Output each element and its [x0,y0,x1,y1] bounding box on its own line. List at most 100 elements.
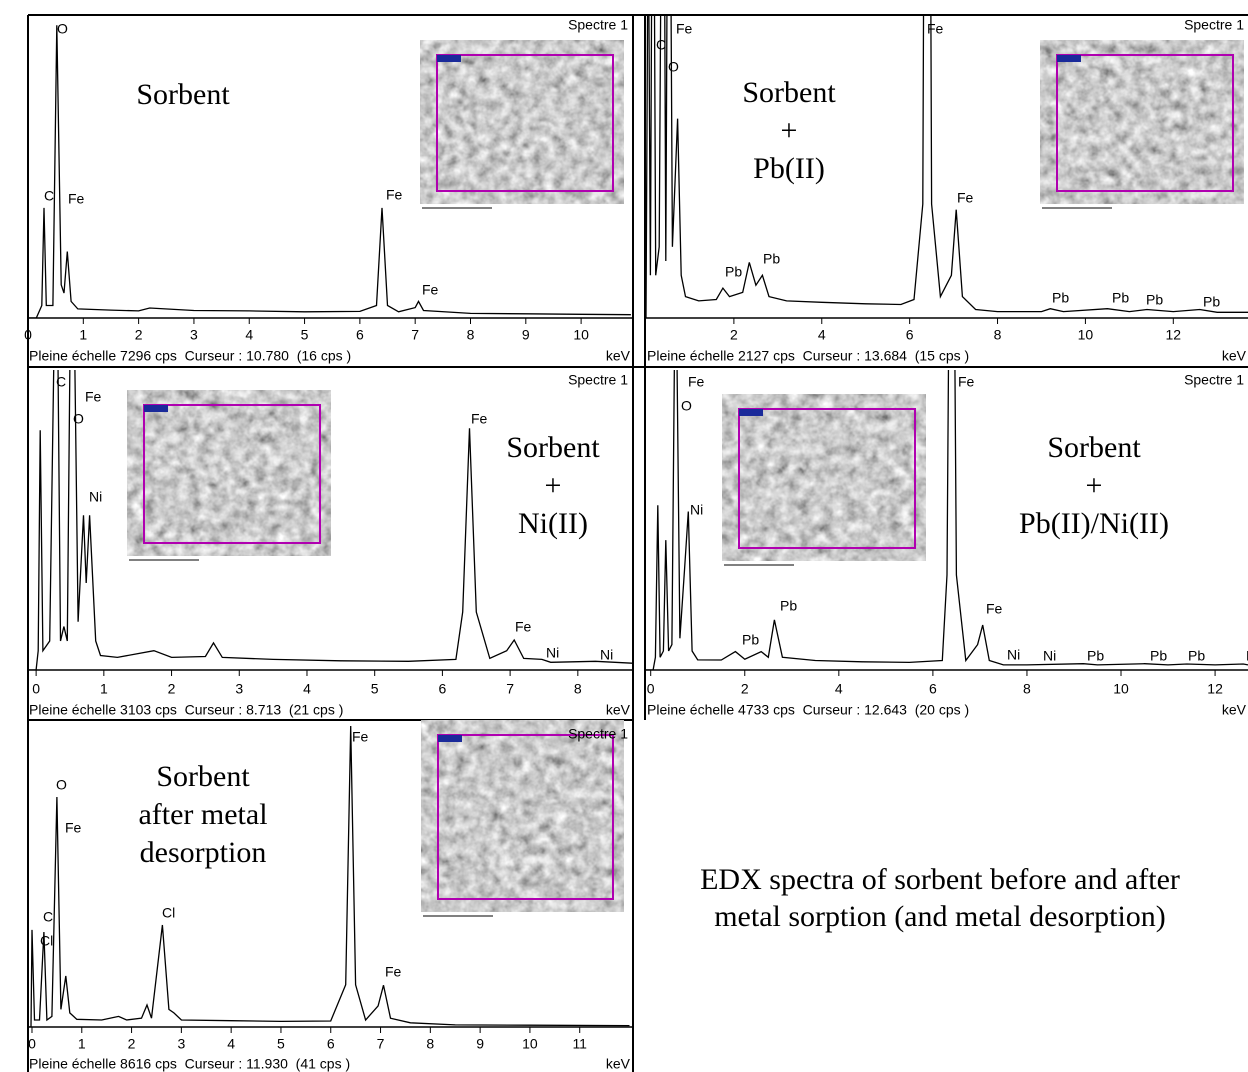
footer-info: Pleine échelle 7296 cps Curseur : 10.780… [29,348,351,364]
peak-label: Pb [1246,648,1248,664]
sample-label: Sorbent [136,78,230,111]
peak-label: O [57,21,68,37]
peak-label: C [44,188,54,204]
x-tick-label: 4 [303,681,311,697]
peak-label: Fe [688,374,705,390]
peak-label: Fe [385,964,402,980]
sem-region-box [437,734,614,900]
sem-caption-strip [722,561,926,575]
x-tick-label: 10 [1113,681,1129,697]
x-tick-label: 12 [1207,681,1223,697]
x-tick-label: 0 [24,327,32,343]
x-axis-label: keV [606,1056,631,1072]
peak-label: Fe [386,187,403,203]
sample-label: Sorbent [506,431,600,464]
x-tick-label: 1 [78,1036,86,1052]
sem-image [1040,40,1244,204]
x-tick-label: 10 [1078,327,1094,343]
spectrum-panel: 0 1 2 3 4 5 6 7 8 Spectre 1 Pleine échelle 3103 cp… [28,370,632,718]
peak-label: Ni [1007,647,1020,663]
footer-info: Pleine échelle 2127 cps Curseur : 13.684… [647,348,969,364]
spectrum-line [28,725,630,1027]
x-axis-label: keV [1222,702,1247,718]
x-tick-label: 6 [929,681,937,697]
sample-label: Ni(II) [518,507,588,540]
peak-label: Fe [471,411,488,427]
x-tick-label: 5 [301,327,309,343]
sem-region-box [143,404,321,544]
sample-label: desorption [140,836,267,869]
x-tick-label: 1 [100,681,108,697]
peak-label: Ni [1043,648,1056,664]
sample-label: + [1086,469,1103,502]
peak-label: O [56,777,67,793]
x-tick-label: 6 [906,327,914,343]
peak-label: Ni [600,647,613,663]
peak-label: Fe [85,389,102,405]
x-tick-label: 2 [128,1036,136,1052]
x-tick-label: 11 [572,1036,587,1052]
sem-region-box [1056,54,1234,192]
peak-label: Fe [68,191,85,207]
footer-info: Pleine échelle 3103 cps Curseur : 8.713 … [29,702,343,718]
sem-image [127,390,331,556]
caption: metal sorption (and metal desorption) [714,900,1166,933]
x-tick-label: 8 [1023,681,1031,697]
sem-region-box [436,54,614,192]
spectrum-header: Spectre 1 [568,17,628,33]
peak-label: Pb [1146,292,1163,308]
x-tick-label: 7 [377,1036,385,1052]
peak-label: Pb [1203,294,1220,310]
peak-label: Ni [546,645,559,661]
caption: EDX spectra of sorbent before and after [700,863,1180,896]
x-tick-label: 3 [177,1036,185,1052]
peak-label: Ni [89,489,102,505]
peak-label: C [656,37,666,53]
x-tick-label: 10 [522,1036,538,1052]
sem-caption-strip [1040,204,1244,218]
sample-label: after metal [138,798,267,831]
peak-label: Fe [676,21,693,37]
x-tick-label: 2 [741,681,749,697]
sample-label: Pb(II) [753,152,825,185]
peak-label: Cl [162,905,175,921]
peak-label: Fe [422,282,439,298]
x-tick-label: 4 [818,327,826,343]
x-tick-label: 3 [235,681,243,697]
spectrum-header: Spectre 1 [1184,17,1244,33]
sem-caption-strip [421,912,624,926]
x-axis-label: keV [606,348,631,364]
x-tick-label: 2 [730,327,738,343]
spectrum-panel: 0 1 2 3 4 5 6 7 8 9 10 11 Spectre 1 Pleine échelle 86… [28,720,632,1072]
peak-label: Fe [927,21,944,37]
x-tick-label: 0 [32,681,40,697]
peak-label: Cl [40,933,53,949]
x-tick-label: 3 [190,327,198,343]
x-tick-label: 1 [79,327,87,343]
x-tick-label: 8 [994,327,1002,343]
footer-info: Pleine échelle 8616 cps Curseur : 11.930… [29,1056,350,1072]
spectrum-line [646,15,1248,318]
sem-region-box [738,408,916,549]
spectrum-header: Spectre 1 [568,726,628,742]
peak-label: Ni [690,502,703,518]
x-tick-label: 8 [574,681,582,697]
sem-caption-strip [127,556,331,570]
sem-region-tag [739,409,763,416]
sem-image [421,720,624,912]
sem-region-tag [1057,55,1081,62]
peak-label: Pb [742,632,759,648]
x-tick-label: 6 [439,681,447,697]
x-tick-label: 4 [227,1036,235,1052]
peak-label: Pb [763,251,780,267]
sample-label: Sorbent [742,76,836,109]
x-tick-label: 4 [245,327,253,343]
x-axis-label: keV [606,702,631,718]
x-tick-label: 8 [467,327,475,343]
peak-label: Fe [65,820,82,836]
peak-label: Fe [958,374,975,390]
x-tick-label: 2 [168,681,176,697]
panel-frames [27,14,1248,1072]
